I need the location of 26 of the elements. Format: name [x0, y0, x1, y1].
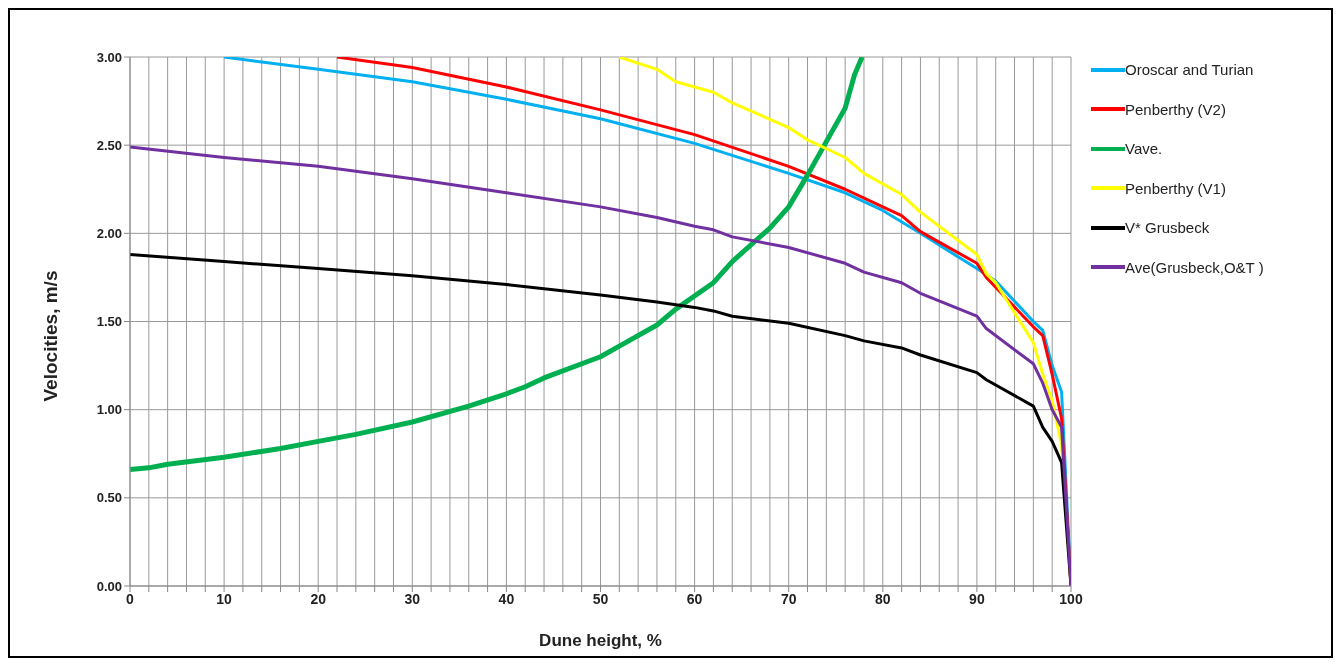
x-tick-label: 80: [875, 590, 891, 607]
x-tick-label: 70: [780, 590, 797, 607]
x-tick-label: 10: [216, 590, 233, 607]
x-tick-label: 60: [686, 590, 703, 607]
legend-label: Vave.: [1125, 140, 1163, 158]
x-tick-label: 40: [498, 590, 515, 607]
x-tick-label: 20: [310, 590, 327, 607]
legend-label: V* Grusbeck: [1125, 219, 1210, 237]
x-tick-label: 50: [592, 590, 609, 607]
y-tick-label: 2.50: [96, 137, 122, 153]
x-axis-title: Dune height, %: [539, 631, 662, 650]
y-tick-label: 1.00: [96, 402, 122, 418]
legend-label: Penberthy (V1): [1125, 179, 1226, 197]
legend-label: Oroscar and Turian: [1125, 61, 1254, 79]
x-tick-label: 0: [126, 590, 135, 607]
x-tick-label: 100: [1059, 590, 1083, 607]
y-tick-label: 1.50: [96, 314, 122, 330]
legend-label: Ave(Grusbeck,O&T ): [1125, 258, 1264, 276]
x-tick-label: 30: [404, 590, 421, 607]
x-tick-label: 90: [969, 590, 985, 607]
y-tick-label: 3.00: [96, 49, 122, 65]
legend-label: Penberthy (V2): [1125, 100, 1226, 118]
y-axis-title: Velocities, m/s: [39, 270, 61, 402]
y-tick-label: 2.00: [96, 225, 122, 241]
y-tick-label: 0.50: [96, 490, 122, 506]
y-tick-label: 0.00: [96, 578, 122, 594]
